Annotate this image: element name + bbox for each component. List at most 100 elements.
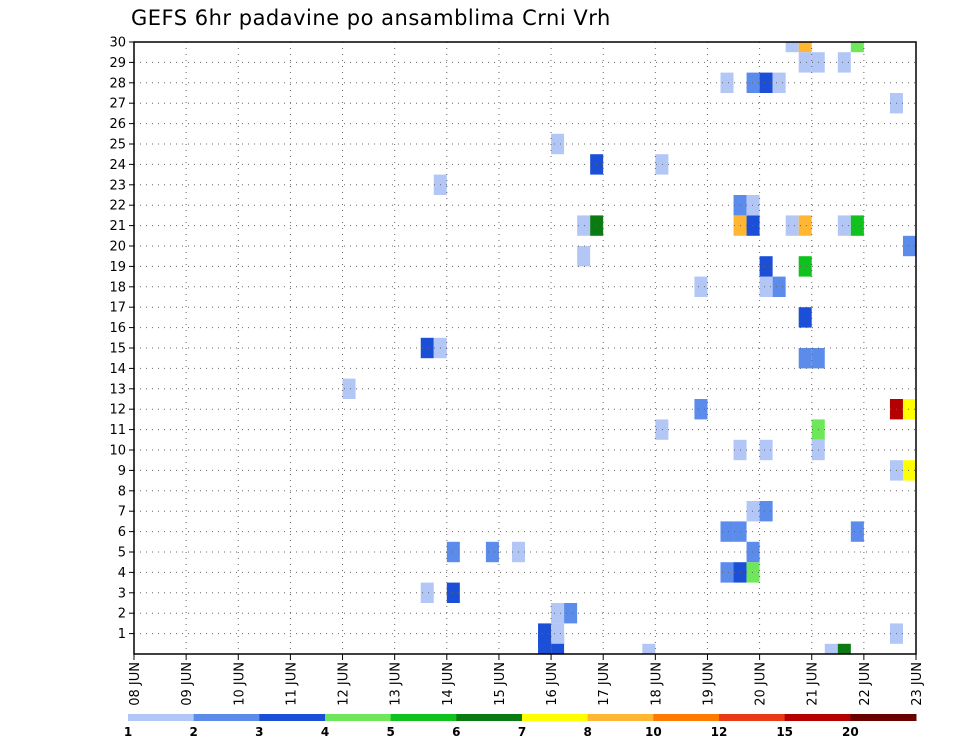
x-tick-label: 09 JUN bbox=[180, 662, 195, 706]
y-tick-label: 13 bbox=[109, 382, 126, 397]
y-tick-label: 14 bbox=[109, 362, 126, 377]
x-tick-label: 21 JUN bbox=[806, 662, 821, 706]
y-axis: 1234567891011121314151617181920212223242… bbox=[109, 36, 134, 642]
colorbar-swatch bbox=[522, 714, 589, 721]
y-tick-label: 8 bbox=[118, 484, 126, 499]
precip-cell bbox=[694, 276, 708, 297]
y-tick-label: 9 bbox=[118, 464, 126, 479]
precip-cell bbox=[850, 215, 864, 236]
precip-cell bbox=[798, 215, 812, 236]
y-tick-label: 16 bbox=[109, 321, 126, 336]
precip-cell bbox=[759, 72, 773, 93]
precip-cell bbox=[420, 337, 434, 359]
colorbar-swatch bbox=[390, 714, 457, 721]
x-tick-label: 18 JUN bbox=[649, 662, 664, 706]
precip-cell bbox=[837, 52, 851, 73]
x-tick-label: 08 JUN bbox=[128, 662, 143, 706]
precip-cell bbox=[577, 215, 591, 236]
precip-cell bbox=[577, 246, 591, 267]
precip-cell bbox=[538, 623, 552, 644]
y-tick-label: 6 bbox=[118, 525, 126, 540]
x-tick-label: 20 JUN bbox=[754, 662, 769, 706]
y-tick-label: 23 bbox=[109, 178, 126, 193]
colorbar-label: 3 bbox=[255, 725, 263, 739]
y-tick-label: 19 bbox=[109, 260, 126, 275]
precip-cell bbox=[798, 52, 812, 73]
precip-cell bbox=[798, 256, 812, 277]
colorbar-label: 5 bbox=[386, 725, 394, 739]
y-tick-label: 11 bbox=[109, 423, 126, 438]
precip-cell bbox=[655, 419, 669, 440]
x-tick-label: 15 JUN bbox=[493, 662, 508, 706]
colorbar-label: 6 bbox=[452, 725, 460, 739]
precip-cell bbox=[837, 643, 851, 654]
x-tick-label: 17 JUN bbox=[597, 662, 612, 706]
cells-layer bbox=[342, 42, 916, 654]
precip-cell bbox=[746, 501, 760, 522]
colorbar-label: 20 bbox=[842, 725, 859, 739]
colorbar-swatch bbox=[325, 714, 392, 721]
precip-cell bbox=[902, 399, 916, 420]
precip-cell bbox=[746, 541, 760, 563]
y-tick-label: 20 bbox=[109, 240, 126, 255]
precip-cell bbox=[759, 439, 773, 461]
colorbar-swatch bbox=[784, 714, 851, 721]
y-tick-label: 2 bbox=[118, 607, 126, 622]
colorbar-swatch bbox=[587, 714, 654, 721]
y-tick-label: 26 bbox=[109, 117, 126, 132]
precip-cell bbox=[850, 42, 864, 53]
y-tick-label: 7 bbox=[118, 505, 126, 520]
y-tick-label: 10 bbox=[109, 444, 126, 459]
precip-cell bbox=[811, 348, 825, 369]
precip-cell bbox=[902, 460, 916, 481]
colorbar-swatch bbox=[259, 714, 326, 721]
y-tick-label: 3 bbox=[118, 586, 126, 601]
precip-cell bbox=[551, 603, 565, 624]
x-tick-label: 10 JUN bbox=[232, 662, 247, 706]
precip-cell bbox=[772, 276, 786, 297]
colorbar-label: 10 bbox=[645, 725, 662, 739]
precip-cell bbox=[759, 256, 773, 277]
x-tick-label: 23 JUN bbox=[910, 662, 925, 706]
precip-cell bbox=[564, 603, 578, 624]
precip-cell bbox=[420, 582, 434, 603]
precip-cell bbox=[446, 582, 460, 603]
colorbar-label: 7 bbox=[518, 725, 526, 739]
colorbar-label: 12 bbox=[711, 725, 728, 739]
y-tick-label: 25 bbox=[109, 138, 126, 153]
precip-cell bbox=[772, 72, 786, 93]
x-tick-label: 19 JUN bbox=[701, 662, 716, 706]
x-tick-label: 16 JUN bbox=[545, 662, 560, 706]
precip-cell bbox=[746, 72, 760, 93]
colorbar-swatch bbox=[128, 714, 195, 721]
precip-cell bbox=[785, 42, 799, 53]
x-axis: 08 JUN 09 JUN 10 JUN 11 JUN 12 JUN 13 JUN 14 J… bbox=[128, 654, 925, 706]
y-tick-label: 29 bbox=[109, 56, 126, 71]
precip-cell bbox=[759, 276, 773, 297]
precip-cell bbox=[551, 133, 565, 155]
precip-cell bbox=[902, 235, 916, 257]
x-tick-label: 13 JUN bbox=[389, 662, 404, 706]
precip-cell bbox=[798, 307, 812, 328]
x-tick-label: 22 JUN bbox=[858, 662, 873, 706]
colorbar-swatch bbox=[653, 714, 720, 721]
y-tick-label: 17 bbox=[109, 301, 126, 316]
colorbar-label: 4 bbox=[321, 725, 329, 739]
colorbar-label: 2 bbox=[189, 725, 197, 739]
colorbar-swatch bbox=[456, 714, 523, 721]
precip-cell bbox=[837, 215, 851, 236]
colorbar: 1 2 3 4 5 6 7 8 10 12 15 20 bbox=[124, 714, 917, 739]
precip-cell bbox=[798, 42, 812, 53]
y-tick-label: 1 bbox=[118, 627, 126, 642]
colorbar-label: 8 bbox=[583, 725, 591, 739]
precip-cell bbox=[485, 541, 499, 563]
precip-cell bbox=[720, 562, 734, 583]
y-tick-label: 18 bbox=[109, 280, 126, 295]
precip-cell bbox=[720, 521, 734, 542]
y-tick-label: 5 bbox=[118, 546, 126, 561]
colorbar-swatch bbox=[719, 714, 786, 721]
y-tick-label: 4 bbox=[118, 566, 126, 581]
y-tick-label: 22 bbox=[109, 199, 126, 214]
precip-cell bbox=[759, 501, 773, 522]
colorbar-label: 15 bbox=[776, 725, 793, 739]
